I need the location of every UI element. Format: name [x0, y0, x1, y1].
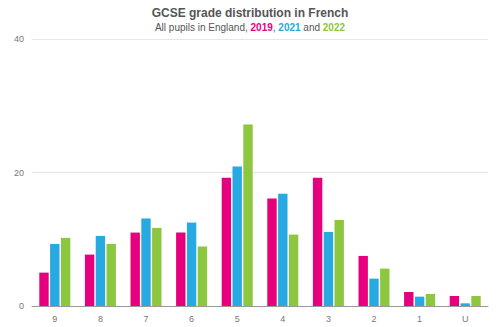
svg-text:All pupils in England,: All pupils in England, [155, 22, 251, 33]
svg-text:1: 1 [417, 314, 422, 324]
svg-text:2021: 2021 [278, 22, 301, 33]
svg-text:2019: 2019 [251, 22, 274, 33]
svg-text:20: 20 [14, 168, 24, 178]
svg-text:3: 3 [326, 314, 331, 324]
svg-text:4: 4 [280, 314, 285, 324]
svg-text:2: 2 [371, 314, 376, 324]
svg-text:U: U [462, 314, 469, 324]
svg-text:5: 5 [235, 314, 240, 324]
svg-text:40: 40 [14, 34, 24, 44]
svg-text:GCSE grade distribution in Fre: GCSE grade distribution in French [152, 6, 349, 20]
svg-text:0: 0 [19, 301, 24, 311]
svg-text:2022: 2022 [323, 22, 346, 33]
svg-text:9: 9 [52, 314, 57, 324]
svg-text:8: 8 [98, 314, 103, 324]
svg-text:6: 6 [189, 314, 194, 324]
svg-text:7: 7 [143, 314, 148, 324]
svg-text:and: and [301, 22, 323, 33]
